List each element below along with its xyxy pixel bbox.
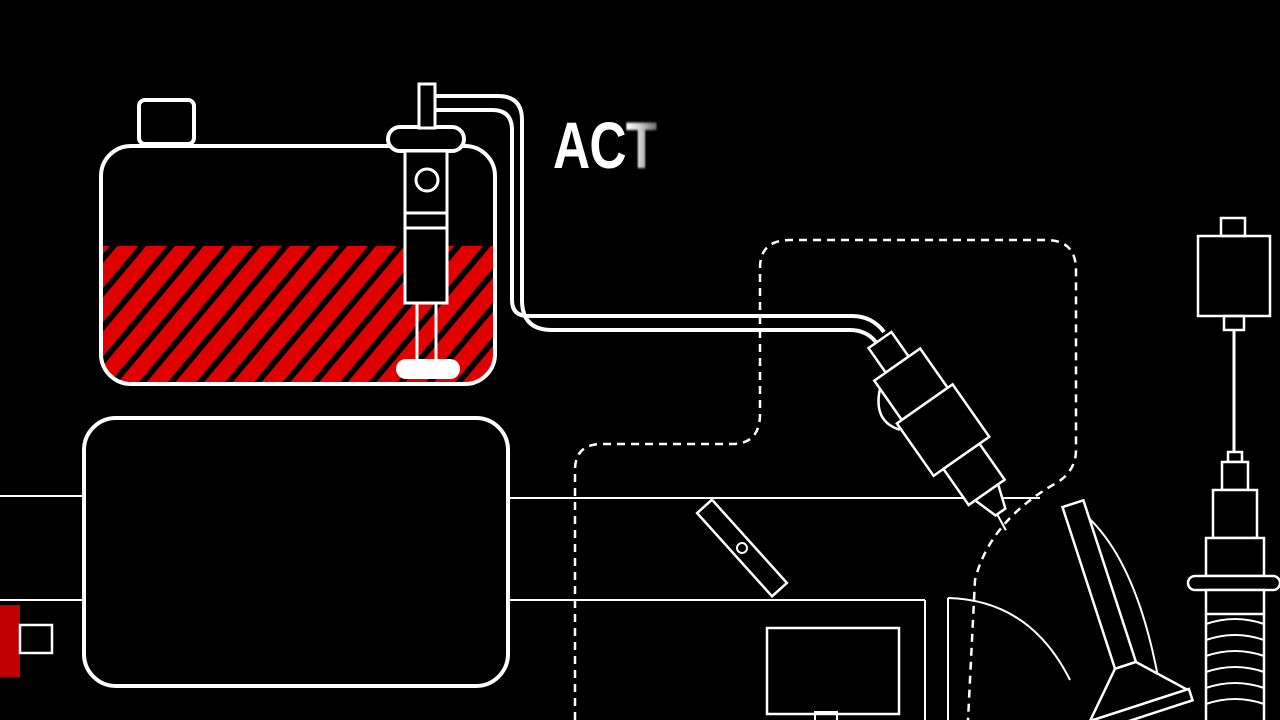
fuel-injector-icon <box>866 330 1007 531</box>
sensor-block <box>0 605 54 677</box>
air-box-housing <box>0 416 1040 720</box>
sensor-box <box>765 626 901 720</box>
intake-manifold-outline <box>573 238 1078 720</box>
fuel-line <box>435 94 886 344</box>
caption-title: ACT <box>553 112 657 178</box>
throttle-valve-icon <box>695 497 789 599</box>
spark-plug-icon <box>1186 450 1280 720</box>
intake-valve-icon <box>1060 498 1195 720</box>
accent-block-fill <box>0 605 20 677</box>
ignition-coil-icon <box>1196 216 1272 452</box>
fuel-pump-icon <box>386 82 466 379</box>
caption-solid-text: AC <box>553 108 627 182</box>
caption-fading-text: T <box>625 108 657 182</box>
combustion-chamber <box>947 511 1163 720</box>
